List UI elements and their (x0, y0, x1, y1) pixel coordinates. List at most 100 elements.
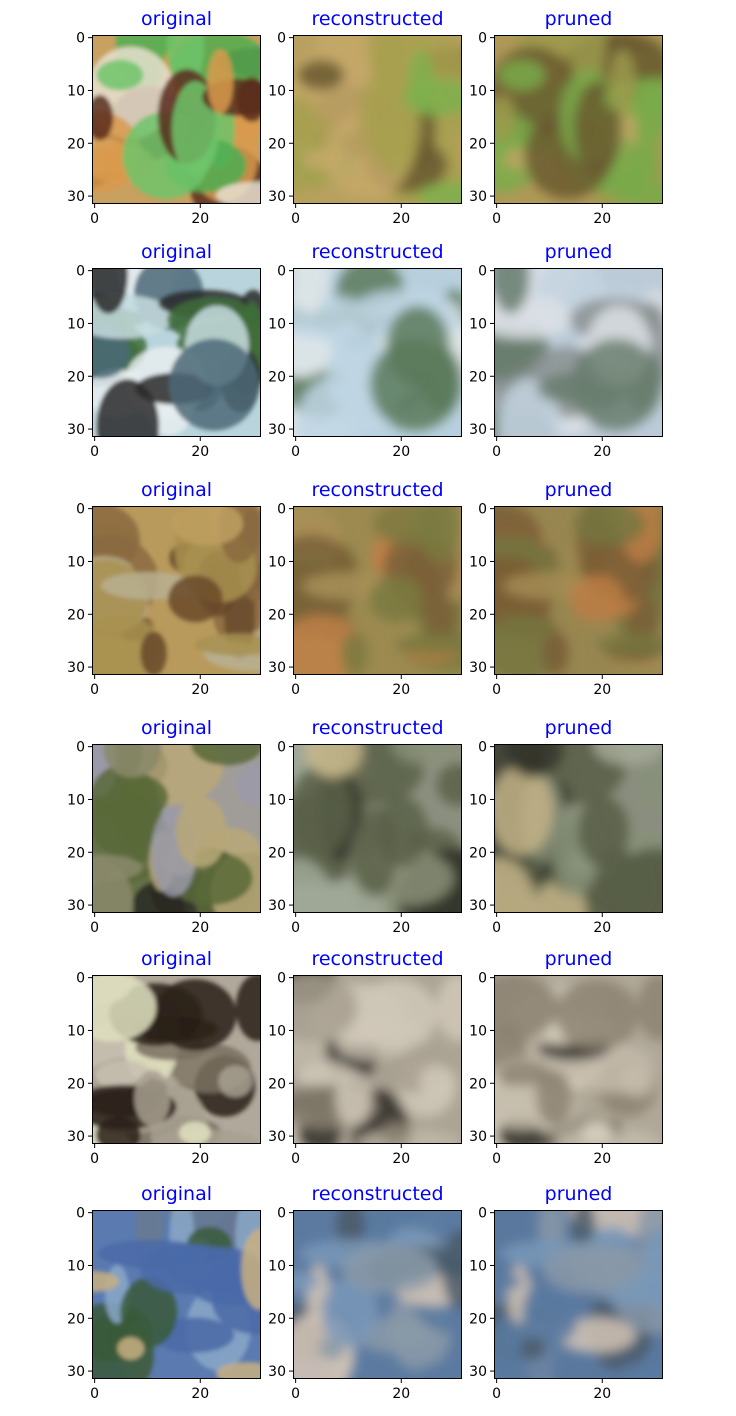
y-tick-label: 20 (67, 607, 85, 623)
x-tick-label: 20 (191, 920, 209, 936)
x-tick-label: 20 (392, 1151, 410, 1167)
y-tick-label: 10 (469, 83, 487, 99)
panel-title: pruned (545, 241, 613, 263)
panel-frame (293, 975, 462, 1144)
panel-frame (92, 506, 261, 675)
panel-image (494, 268, 663, 437)
panel-frame (293, 744, 462, 913)
panel-image (494, 506, 663, 675)
panel-frame (494, 744, 663, 913)
panel-image (494, 744, 663, 913)
y-tick-label: 30 (67, 660, 85, 676)
panel-0-2: pruned 0 20 0 10 20 30 (469, 8, 663, 227)
x-tick-label: 0 (90, 444, 99, 460)
y-tick-label: 0 (478, 1206, 487, 1222)
x-tick-label: 0 (90, 920, 99, 936)
y-tick-label: 0 (478, 971, 487, 987)
panel-title: reconstructed (311, 241, 443, 263)
panel-image (92, 744, 261, 913)
y-tick-label: 10 (268, 316, 286, 332)
y-tick-label: 10 (469, 1258, 487, 1274)
panel-image (293, 744, 462, 913)
y-tick-label: 10 (67, 83, 85, 99)
y-tick-label: 20 (268, 1076, 286, 1092)
panel-title: pruned (545, 717, 613, 739)
y-tick-label: 30 (469, 189, 487, 205)
panel-frame (92, 35, 261, 204)
y-tick-label: 10 (67, 554, 85, 570)
panel-image (494, 975, 663, 1144)
y-tick-label: 0 (76, 502, 85, 518)
x-tick-label: 20 (593, 682, 611, 698)
y-tick-label: 20 (67, 845, 85, 861)
y-tick-label: 20 (67, 1076, 85, 1092)
y-tick-label: 20 (268, 369, 286, 385)
y-tick-label: 30 (67, 1129, 85, 1145)
y-tick-label: 0 (277, 502, 286, 518)
y-tick-label: 20 (268, 1311, 286, 1327)
panel-4-2: pruned 0 20 0 10 20 30 (469, 948, 663, 1167)
y-tick-label: 0 (277, 971, 286, 987)
y-tick-label: 20 (469, 1076, 487, 1092)
panel-frame (293, 35, 462, 204)
y-tick-label: 0 (76, 31, 85, 47)
y-tick-label: 30 (268, 422, 286, 438)
panel-image (293, 1210, 462, 1379)
y-tick-label: 0 (76, 1206, 85, 1222)
x-tick-label: 0 (492, 682, 501, 698)
panel-image (494, 1210, 663, 1379)
panel-frame (494, 975, 663, 1144)
y-tick-label: 30 (268, 1364, 286, 1380)
panel-0-0: original 0 20 0 10 20 30 (67, 8, 261, 227)
panel-1-2: pruned 0 20 0 10 20 30 (469, 241, 663, 460)
x-tick-label: 20 (593, 211, 611, 227)
y-tick-label: 0 (277, 31, 286, 47)
panel-frame (92, 1210, 261, 1379)
panel-image (494, 35, 663, 204)
y-tick-label: 10 (469, 792, 487, 808)
x-tick-label: 0 (492, 211, 501, 227)
y-tick-label: 30 (67, 898, 85, 914)
y-tick-label: 30 (469, 1364, 487, 1380)
x-tick-label: 0 (492, 1151, 501, 1167)
y-tick-label: 10 (67, 1258, 85, 1274)
y-tick-label: 30 (469, 1129, 487, 1145)
y-tick-label: 10 (268, 83, 286, 99)
y-tick-label: 20 (469, 845, 487, 861)
panel-frame (92, 744, 261, 913)
y-tick-label: 20 (268, 607, 286, 623)
x-tick-label: 0 (90, 211, 99, 227)
y-tick-label: 20 (67, 1311, 85, 1327)
panel-frame (293, 268, 462, 437)
panel-frame (293, 1210, 462, 1379)
x-tick-label: 0 (90, 1151, 99, 1167)
y-tick-label: 10 (469, 554, 487, 570)
x-tick-label: 20 (392, 920, 410, 936)
y-tick-label: 30 (268, 1129, 286, 1145)
x-tick-label: 20 (593, 1151, 611, 1167)
x-tick-label: 20 (191, 1386, 209, 1402)
panel-4-0: original 0 20 0 10 20 30 (67, 948, 261, 1167)
y-tick-label: 10 (469, 316, 487, 332)
panel-2-0: original 0 20 0 10 20 30 (67, 479, 261, 698)
y-tick-label: 0 (478, 264, 487, 280)
panel-image (92, 35, 261, 204)
y-tick-label: 20 (268, 845, 286, 861)
panel-title: original (141, 948, 212, 970)
panel-title: original (141, 8, 212, 30)
x-tick-label: 20 (392, 444, 410, 460)
y-tick-label: 30 (469, 422, 487, 438)
panel-title: reconstructed (311, 479, 443, 501)
panel-2-1: reconstructed 0 20 0 10 20 30 (268, 479, 462, 698)
panel-frame (92, 268, 261, 437)
x-tick-label: 0 (291, 1151, 300, 1167)
y-tick-label: 10 (67, 1023, 85, 1039)
y-tick-label: 0 (76, 971, 85, 987)
panel-title: original (141, 717, 212, 739)
panel-title: pruned (545, 1183, 613, 1205)
x-tick-label: 20 (191, 1151, 209, 1167)
x-tick-label: 0 (291, 211, 300, 227)
y-tick-label: 0 (277, 740, 286, 756)
x-tick-label: 20 (593, 1386, 611, 1402)
